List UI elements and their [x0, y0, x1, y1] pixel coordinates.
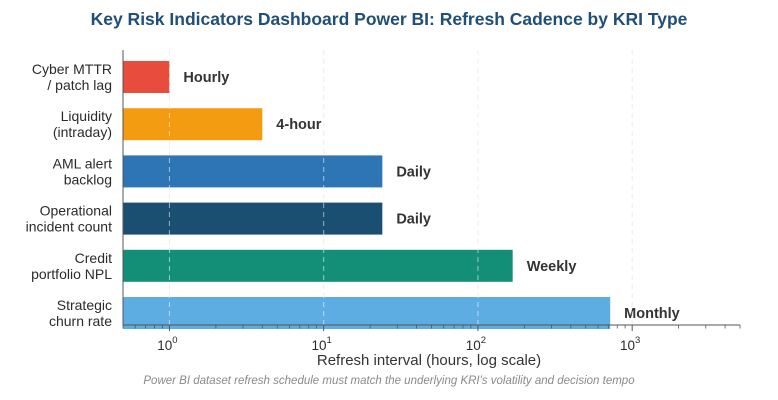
x-tick-exp-2: 2	[481, 335, 486, 346]
category-label-5: Strategic churn rate	[49, 297, 112, 329]
category-label-2: AML alert backlog	[53, 155, 113, 187]
data-label-1: 4-hour	[276, 117, 321, 133]
bar-0	[123, 61, 170, 93]
bar-2	[123, 155, 383, 188]
category-label-0-line-0: Cyber MTTR	[32, 61, 112, 77]
category-label-3: Operational incident count	[26, 203, 113, 235]
category-label-2-line-0: AML alert	[53, 155, 113, 171]
bar-3	[123, 202, 383, 235]
category-label-4-line-0: Credit	[75, 250, 112, 266]
category-label-0: Cyber MTTR / patch lag	[32, 61, 112, 93]
x-ticks: 100 101 102 103	[122, 325, 741, 353]
category-label-3-line-0: Operational	[40, 203, 112, 219]
category-label-5-line-1: churn rate	[49, 313, 112, 329]
data-label-5: Monthly	[624, 306, 680, 322]
data-label-3: Daily	[396, 212, 431, 228]
x-tick-label-1: 101	[312, 335, 332, 353]
category-label-4: Credit portfolio NPL	[31, 250, 112, 282]
x-tick-base-3: 10	[620, 338, 635, 353]
bar-4	[123, 249, 513, 282]
bars	[123, 61, 611, 329]
grid-lines	[168, 50, 633, 325]
x-tick-label-0: 100	[157, 335, 177, 353]
axes	[122, 50, 740, 326]
data-label-0: Hourly	[183, 70, 229, 86]
data-labels: Hourly 4-hour Daily Daily Weekly Monthly	[168, 50, 680, 325]
x-tick-exp-3: 3	[635, 335, 640, 346]
category-label-2-line-1: backlog	[64, 171, 112, 187]
category-label-5-line-0: Strategic	[57, 297, 112, 313]
category-label-1: Liquidity (intraday)	[53, 108, 112, 140]
data-label-2: Daily	[396, 164, 431, 180]
x-axis-label: Refresh interval (hours, log scale)	[316, 352, 542, 369]
category-label-4-line-1: portfolio NPL	[31, 266, 112, 282]
category-label-1-line-1: (intraday)	[53, 124, 112, 140]
data-label-4: Weekly	[527, 259, 577, 275]
category-label-0-line-1: / patch lag	[47, 77, 112, 93]
bar-5	[123, 297, 611, 329]
x-tick-base-1: 10	[312, 338, 327, 353]
x-tick-exp-1: 1	[327, 335, 332, 346]
x-tick-base-2: 10	[466, 338, 481, 353]
category-label-3-line-1: incident count	[26, 219, 113, 235]
x-tick-label-3: 103	[620, 335, 640, 353]
x-tick-label-2: 102	[466, 335, 486, 353]
x-tick-exp-0: 0	[172, 335, 177, 346]
chart-title: Key Risk Indicators Dashboard Power BI: …	[90, 9, 688, 29]
category-label-1-line-0: Liquidity	[61, 108, 112, 124]
footnote: Power BI dataset refresh schedule must m…	[143, 375, 635, 387]
bar-1	[123, 108, 263, 141]
x-tick-base-0: 10	[157, 338, 172, 353]
category-labels: Cyber MTTR / patch lag Liquidity (intraday)…	[26, 61, 113, 329]
